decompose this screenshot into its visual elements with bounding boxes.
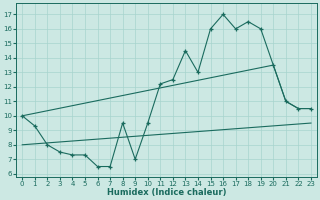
X-axis label: Humidex (Indice chaleur): Humidex (Indice chaleur) [107,188,226,197]
